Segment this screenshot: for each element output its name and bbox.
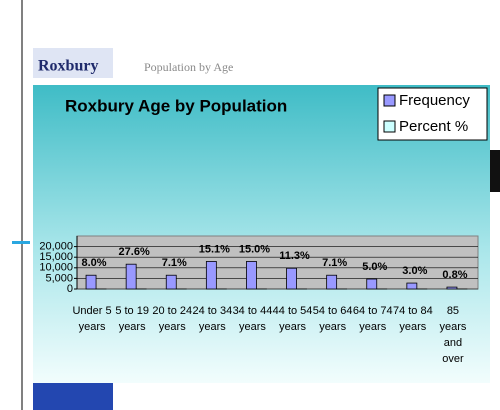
legend-swatch bbox=[383, 94, 396, 107]
y-tick-label: 20,000 bbox=[39, 241, 73, 253]
chart-title: Roxbury Age by Population bbox=[65, 96, 287, 115]
y-tick-label: 15,000 bbox=[39, 251, 73, 263]
y-tick-label: 0 bbox=[67, 283, 73, 295]
data-label: 0.8% bbox=[442, 269, 467, 281]
side-accent bbox=[490, 150, 500, 192]
legend-label: Frequency bbox=[399, 92, 470, 109]
data-label: 15.1% bbox=[199, 243, 230, 255]
bar bbox=[286, 267, 297, 290]
x-tick-label: 5 to 19 years bbox=[115, 305, 149, 333]
data-label: 5.0% bbox=[362, 261, 387, 273]
bar bbox=[406, 282, 418, 290]
data-label: 3.0% bbox=[402, 265, 427, 277]
data-label: 15.0% bbox=[239, 243, 270, 255]
data-label: 7.1% bbox=[322, 257, 347, 269]
legend-swatch bbox=[383, 120, 396, 133]
bar bbox=[205, 261, 217, 290]
bar bbox=[366, 278, 378, 290]
x-tick-label: 54 to 64 years bbox=[313, 305, 353, 333]
side-mark bbox=[12, 241, 30, 244]
bar bbox=[165, 274, 177, 290]
bar bbox=[125, 263, 137, 290]
legend bbox=[377, 87, 488, 141]
plot-area bbox=[76, 235, 479, 290]
data-label: 27.6% bbox=[119, 246, 150, 258]
x-tick-label: 85 years and over bbox=[439, 305, 466, 365]
data-label: 11.3% bbox=[279, 250, 310, 262]
header-accent bbox=[33, 48, 113, 78]
bar bbox=[326, 274, 338, 290]
legend-label: Percent % bbox=[399, 118, 468, 135]
header-title: Roxbury bbox=[38, 58, 98, 75]
y-tick-label: 5,000 bbox=[45, 272, 73, 284]
x-tick-label: 64 to 74 years bbox=[353, 305, 393, 333]
bar bbox=[85, 274, 97, 290]
data-label: 7.1% bbox=[162, 257, 187, 269]
x-tick-label: 24 to 34 years bbox=[192, 305, 232, 333]
y-tick-label: 10,000 bbox=[39, 262, 73, 274]
data-label: 8.0% bbox=[82, 257, 107, 269]
x-tick-label: 44 to 54 years bbox=[273, 305, 313, 333]
bar bbox=[246, 261, 257, 290]
footer-accent bbox=[33, 383, 113, 410]
x-tick-label: 20 to 24 years bbox=[152, 305, 192, 333]
x-tick-label: 34 to 44 years bbox=[233, 305, 273, 333]
bar bbox=[446, 286, 458, 290]
x-tick-label: Under 5 years bbox=[72, 305, 111, 333]
x-tick-label: 74 to 84 years bbox=[393, 305, 433, 333]
header-subtitle: Population by Age bbox=[144, 60, 233, 74]
